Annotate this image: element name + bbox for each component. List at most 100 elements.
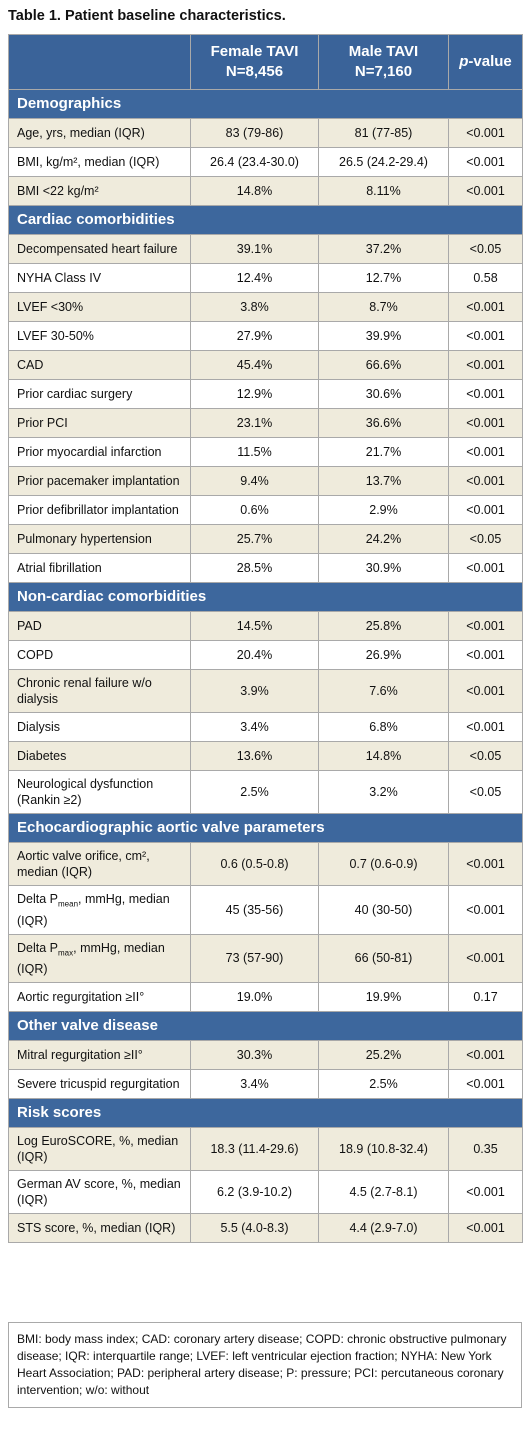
cell-value: 45.4%	[190, 350, 319, 380]
row-label: BMI <22 kg/m²	[8, 176, 191, 206]
label-text: STS score, %, median (IQR)	[17, 1221, 176, 1235]
cell-value: 37.2%	[318, 234, 449, 264]
data-row: Delta Pmean, mmHg, median (IQR) 45 (35-56…	[8, 885, 523, 935]
section-row: Echocardiographic aortic valve parameter…	[8, 813, 523, 843]
label-text: Severe tricuspid regurgitation	[17, 1077, 180, 1091]
label-text: Log EuroSCORE, %, median (IQR)	[17, 1134, 179, 1164]
cell-value: <0.001	[448, 1170, 523, 1214]
cell-value: <0.001	[448, 933, 523, 983]
cell-value: 25.8%	[318, 611, 449, 641]
row-label: COPD	[8, 640, 191, 670]
data-row: Prior myocardial infarction 11.5% 21.7% <0.…	[8, 437, 523, 467]
row-label: Delta Pmax, mmHg, median (IQR)	[8, 933, 191, 983]
cell-value: 28.5%	[190, 553, 319, 583]
cell-value: 73 (57-90)	[190, 933, 319, 983]
row-label: Atrial fibrillation	[8, 553, 191, 583]
label-text: Chronic renal failure w/o dialysis	[17, 676, 152, 706]
cell-value: 30.3%	[190, 1040, 319, 1070]
cell-value: 0.6%	[190, 495, 319, 525]
cell-value: 83 (79-86)	[190, 118, 319, 148]
label-text: NYHA Class IV	[17, 271, 102, 285]
cell-value: <0.001	[448, 292, 523, 322]
cell-value: 13.6%	[190, 741, 319, 771]
cell-value: <0.05	[448, 234, 523, 264]
cell-value: <0.001	[448, 118, 523, 148]
data-row: Dialysis 3.4% 6.8% <0.001	[8, 712, 523, 742]
label-text: LVEF <30%	[17, 300, 84, 314]
data-row: CAD 45.4% 66.6% <0.001	[8, 350, 523, 380]
row-label: Prior pacemaker implantation	[8, 466, 191, 496]
label-text: LVEF 30-50%	[17, 329, 94, 343]
cell-value: 66 (50-81)	[318, 933, 449, 983]
cell-value: 5.5 (4.0-8.3)	[190, 1213, 319, 1243]
cell-value: <0.001	[448, 1069, 523, 1099]
cell-value: <0.001	[448, 176, 523, 206]
cell-value: 20.4%	[190, 640, 319, 670]
label-rest: , mmHg, median (IQR)	[17, 892, 170, 928]
cell-value: 0.6 (0.5-0.8)	[190, 842, 319, 886]
section-row: Non-cardiac comorbidities	[8, 582, 523, 612]
cell-value: 6.8%	[318, 712, 449, 742]
header-row: Female TAVI N=8,456 Male TAVI N=7,160 p-valu…	[8, 34, 523, 90]
label-text: Prior defibrillator implantation	[17, 503, 179, 517]
cell-value: <0.05	[448, 741, 523, 771]
data-row: COPD 20.4% 26.9% <0.001	[8, 640, 523, 670]
label-text: Prior pacemaker implantation	[17, 474, 180, 488]
cell-value: 8.11%	[318, 176, 449, 206]
data-row: Aortic regurgitation ≥II° 19.0% 19.9% 0.17	[8, 982, 523, 1012]
section-title: Cardiac comorbidities	[8, 205, 523, 235]
row-label: Prior myocardial infarction	[8, 437, 191, 467]
cell-value: 26.5 (24.2-29.4)	[318, 147, 449, 177]
label-text: Prior PCI	[17, 416, 68, 430]
row-label: PAD	[8, 611, 191, 641]
cell-value: 0.7 (0.6-0.9)	[318, 842, 449, 886]
cell-value: 13.7%	[318, 466, 449, 496]
label-text: Prior myocardial infarction	[17, 445, 162, 459]
cell-value: 39.9%	[318, 321, 449, 351]
row-label: Dialysis	[8, 712, 191, 742]
cell-value: <0.05	[448, 524, 523, 554]
label-text: BMI <22 kg/m²	[17, 184, 99, 198]
data-row: Mitral regurgitation ≥II° 30.3% 25.2% <0.00…	[8, 1040, 523, 1070]
row-label: Aortic regurgitation ≥II°	[8, 982, 191, 1012]
header-cell	[8, 34, 191, 90]
cell-value: 39.1%	[190, 234, 319, 264]
cell-value: 21.7%	[318, 437, 449, 467]
cell-value: 11.5%	[190, 437, 319, 467]
data-row: Log EuroSCORE, %, median (IQR) 18.3 (11.4…	[8, 1127, 523, 1171]
row-label: Log EuroSCORE, %, median (IQR)	[8, 1127, 191, 1171]
data-row: Age, yrs, median (IQR) 83 (79-86) 81 (77-8…	[8, 118, 523, 148]
label-text: Aortic valve orifice, cm², median (IQR)	[17, 849, 150, 879]
data-row: German AV score, %, median (IQR) 6.2 (3.9…	[8, 1170, 523, 1214]
cell-value: 30.9%	[318, 553, 449, 583]
cell-value: 3.8%	[190, 292, 319, 322]
row-label: Chronic renal failure w/o dialysis	[8, 669, 191, 713]
cell-value: 24.2%	[318, 524, 449, 554]
row-label: Decompensated heart failure	[8, 234, 191, 264]
label-text: Delta P	[17, 940, 58, 955]
cell-value: 3.4%	[190, 1069, 319, 1099]
cell-value: 12.4%	[190, 263, 319, 293]
cell-value: 27.9%	[190, 321, 319, 351]
header-cell: Male TAVI N=7,160	[318, 34, 449, 90]
data-row: PAD 14.5% 25.8% <0.001	[8, 611, 523, 641]
cell-value: 8.7%	[318, 292, 449, 322]
data-row: Delta Pmax, mmHg, median (IQR) 73 (57-90)…	[8, 933, 523, 983]
cell-value: <0.001	[448, 842, 523, 886]
cell-value: 0.17	[448, 982, 523, 1012]
cell-value: 4.5 (2.7-8.1)	[318, 1170, 449, 1214]
cell-value: <0.001	[448, 669, 523, 713]
section-title: Non-cardiac comorbidities	[8, 582, 523, 612]
cell-value: 26.4 (23.4-30.0)	[190, 147, 319, 177]
column-n: N=8,456	[225, 63, 284, 80]
label-text: COPD	[17, 648, 54, 662]
footnote: BMI: body mass index; CAD: coronary arte…	[8, 1322, 522, 1408]
cell-value: 4.4 (2.9-7.0)	[318, 1213, 449, 1243]
cell-value: 0.58	[448, 263, 523, 293]
section-row: Demographics	[8, 89, 523, 119]
cell-value: 19.0%	[190, 982, 319, 1012]
data-row: Atrial fibrillation 28.5% 30.9% <0.001	[8, 553, 523, 583]
row-label: LVEF 30-50%	[8, 321, 191, 351]
row-label: Neurological dysfunction (Rankin ≥2)	[8, 770, 191, 814]
